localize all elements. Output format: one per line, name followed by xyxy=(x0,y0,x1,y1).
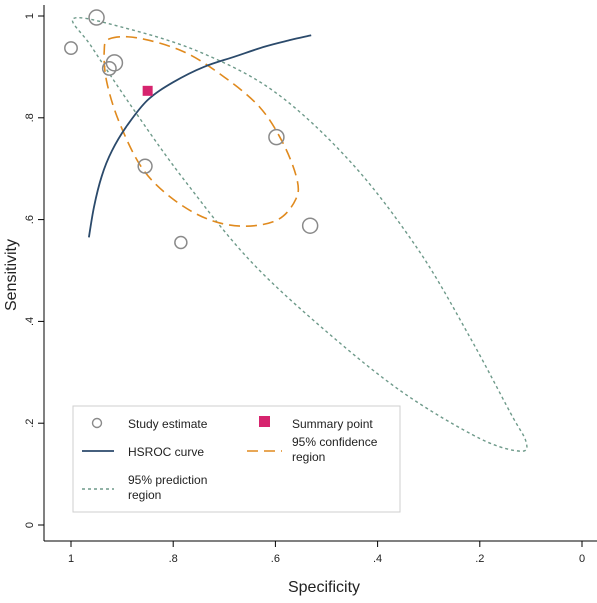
x-ticks: 1 .8 .6 .4 .2 0 xyxy=(68,541,585,565)
x-axis-label: Specificity xyxy=(288,579,360,596)
legend-hsroc-label: HSROC curve xyxy=(128,445,204,459)
legend-study-marker xyxy=(91,417,103,429)
y-tick-label: .4 xyxy=(24,317,36,326)
y-tick-label: .2 xyxy=(24,419,36,428)
series-layer xyxy=(64,9,528,452)
x-tick-label: 0 xyxy=(579,553,585,565)
x-tick-label: 1 xyxy=(68,553,74,565)
prediction-region-series xyxy=(71,17,528,452)
y-tick-label: 1 xyxy=(24,13,36,19)
legend-summary-marker xyxy=(259,416,270,427)
x-tick-label: .4 xyxy=(373,553,382,565)
confidence-region-series xyxy=(103,35,300,228)
legend-prediction-label-1: 95% prediction xyxy=(128,473,207,487)
study-estimate-point xyxy=(268,128,285,146)
study-estimate-point xyxy=(101,60,117,76)
study-estimates xyxy=(64,9,319,250)
legend-study-label: Study estimate xyxy=(128,417,208,431)
y-tick-label: 0 xyxy=(24,522,36,528)
study-estimate-point xyxy=(105,54,124,72)
legend-confidence-label-2: region xyxy=(292,450,325,464)
hsroc-curve-series xyxy=(88,34,312,238)
x-tick-label: .8 xyxy=(169,553,178,565)
y-ticks: 0 .2 .4 .6 .8 1 xyxy=(24,13,44,528)
legend-box xyxy=(72,405,401,513)
summary-point-marker xyxy=(142,85,153,96)
legend-summary-label: Summary point xyxy=(292,417,373,431)
x-tick-label: .2 xyxy=(475,553,484,565)
study-estimate-point xyxy=(137,158,153,174)
y-tick-label: .8 xyxy=(24,113,36,122)
legend-prediction-label-2: region xyxy=(128,488,161,502)
study-estimate-point xyxy=(64,41,78,56)
y-axis-label: Sensitivity xyxy=(3,239,20,311)
legend: Study estimate Summary point HSROC curve… xyxy=(72,405,401,513)
study-estimate-point xyxy=(301,217,319,234)
legend-confidence-label-1: 95% confidence xyxy=(292,435,378,449)
study-estimate-point xyxy=(174,235,188,250)
study-estimate-point xyxy=(88,9,105,26)
x-tick-label: .6 xyxy=(271,553,280,565)
axes: 1 .8 .6 .4 .2 0 0 .2 .4 .6 .8 1 Specificity Sensit… xyxy=(3,5,597,596)
y-tick-label: .6 xyxy=(24,215,36,224)
